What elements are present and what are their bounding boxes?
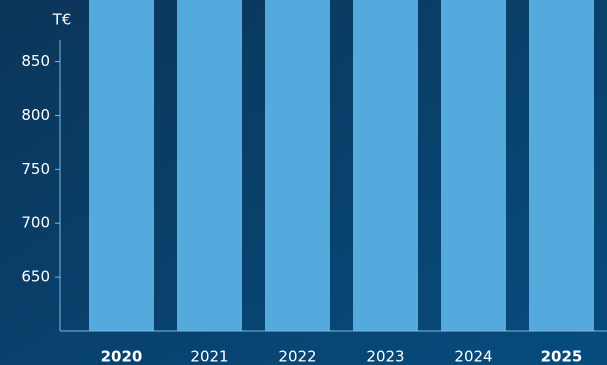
bar-segment bbox=[265, 0, 330, 332]
x-tick-label: 2024 bbox=[454, 348, 492, 365]
x-tick-label: 2021 bbox=[190, 348, 228, 365]
y-axis-label: T€ bbox=[52, 11, 72, 29]
x-tick-label: 2022 bbox=[278, 348, 316, 365]
y-tick-label: 650 bbox=[21, 268, 50, 286]
bar-segment bbox=[177, 0, 242, 331]
x-tick-label: 2025 bbox=[541, 348, 583, 365]
x-tick-label: 2023 bbox=[366, 348, 404, 365]
bar-segment bbox=[441, 0, 506, 331]
bar-segment bbox=[89, 0, 154, 331]
y-tick-label: 850 bbox=[21, 52, 50, 70]
bar-segment bbox=[353, 0, 418, 331]
x-tick-label: 2020 bbox=[101, 348, 143, 365]
y-tick-label: 800 bbox=[21, 106, 50, 124]
y-tick-label: 750 bbox=[21, 160, 50, 178]
bar-segment bbox=[529, 0, 594, 331]
y-tick-label: 700 bbox=[21, 214, 50, 232]
